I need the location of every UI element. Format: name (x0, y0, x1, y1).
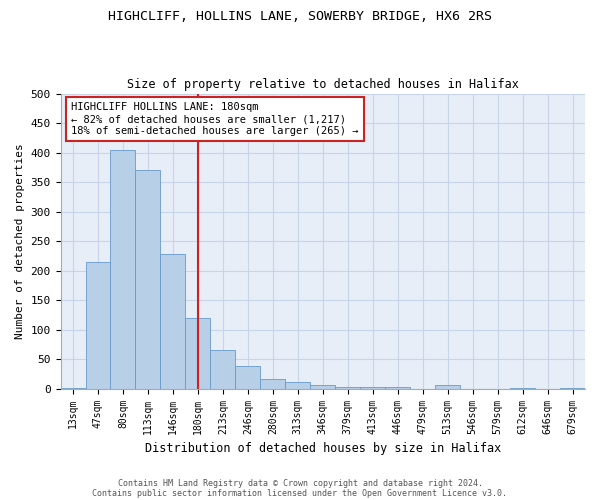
Bar (160, 254, 185, 388)
Bar (360, 387, 385, 388)
Bar (110, 150, 136, 388)
X-axis label: Distribution of detached houses by size in Halifax: Distribution of detached houses by size … (145, 442, 501, 455)
Bar (211, 350, 235, 389)
Bar (435, 385, 460, 388)
Bar (385, 387, 410, 388)
Bar (185, 318, 211, 388)
Text: Contains HM Land Registry data © Crown copyright and database right 2024.: Contains HM Land Registry data © Crown c… (118, 478, 482, 488)
Text: Contains public sector information licensed under the Open Government Licence v3: Contains public sector information licen… (92, 488, 508, 498)
Text: HIGHCLIFF, HOLLINS LANE, SOWERBY BRIDGE, HX6 2RS: HIGHCLIFF, HOLLINS LANE, SOWERBY BRIDGE,… (108, 10, 492, 23)
Bar (335, 387, 360, 388)
Bar (235, 366, 260, 388)
Title: Size of property relative to detached houses in Halifax: Size of property relative to detached ho… (127, 78, 519, 91)
Bar (310, 385, 335, 388)
Text: HIGHCLIFF HOLLINS LANE: 180sqm
← 82% of detached houses are smaller (1,217)
18% : HIGHCLIFF HOLLINS LANE: 180sqm ← 82% of … (71, 102, 359, 136)
Bar (286, 382, 310, 388)
Bar (86, 262, 110, 388)
Bar (136, 170, 160, 388)
Bar (260, 378, 286, 388)
Y-axis label: Number of detached properties: Number of detached properties (15, 143, 25, 339)
